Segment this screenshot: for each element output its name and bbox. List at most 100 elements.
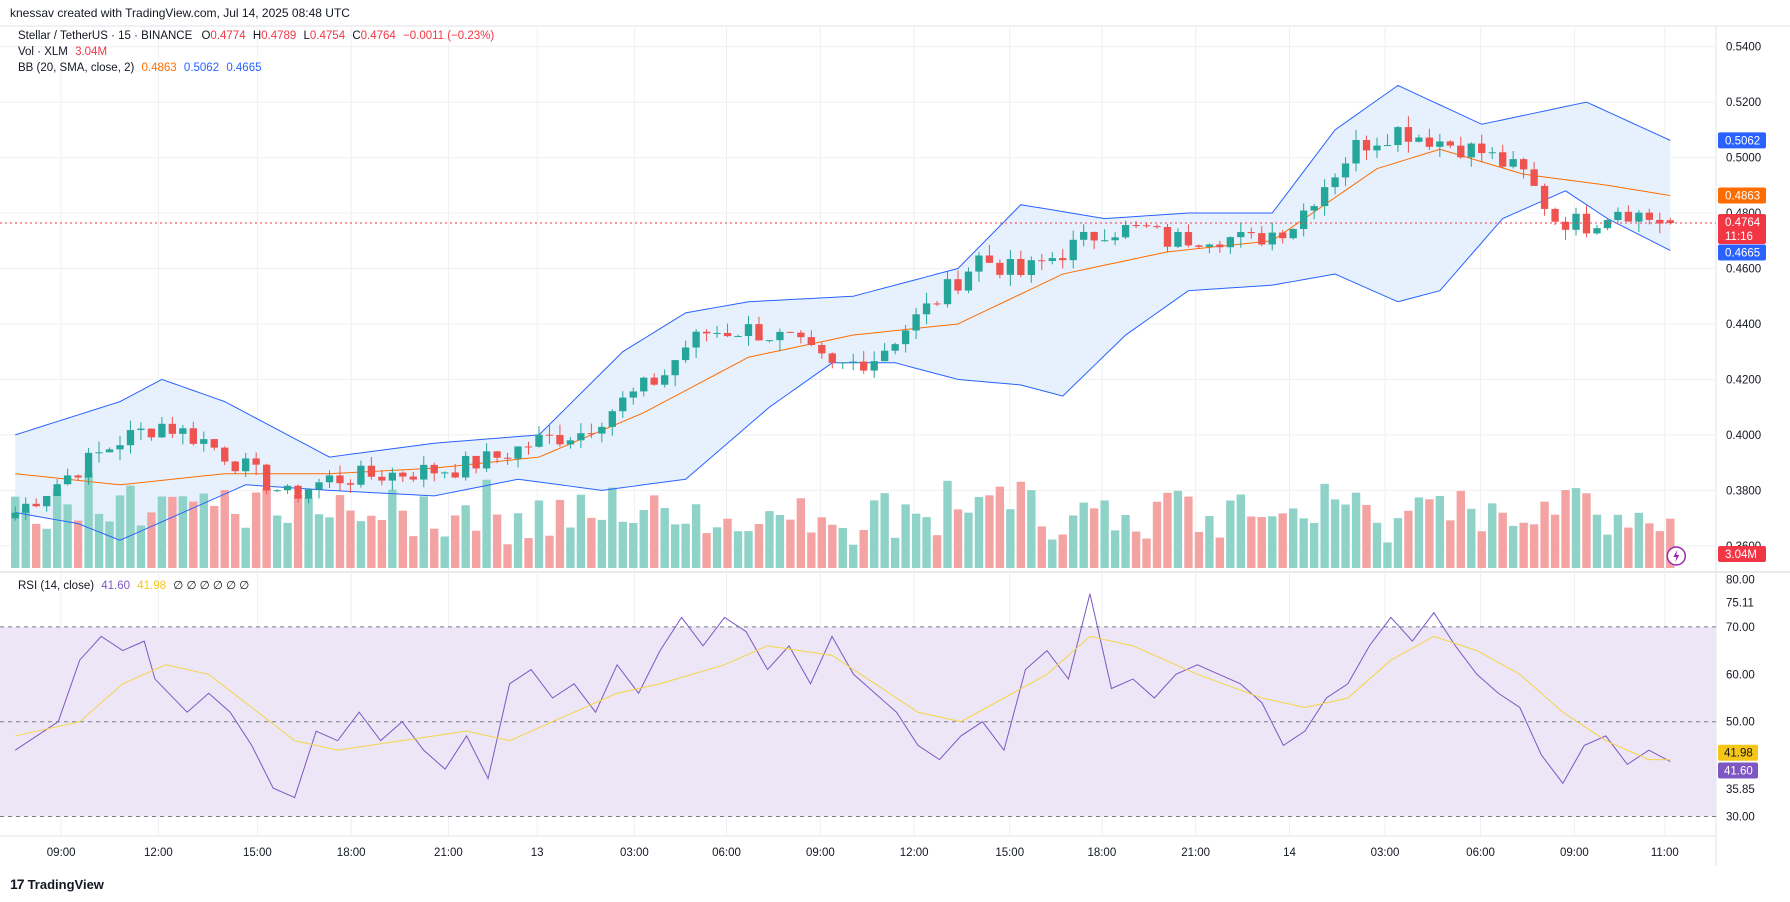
volume-bar <box>744 531 753 568</box>
candle-body <box>137 428 145 431</box>
candle-body <box>577 433 585 441</box>
candle-body <box>1111 237 1119 241</box>
candle-body <box>828 353 836 363</box>
price-tick-label: 0.4400 <box>1726 319 1761 331</box>
candle-body <box>901 330 910 345</box>
volume-bar <box>1163 492 1172 568</box>
time-tick-label: 06:00 <box>1466 847 1495 859</box>
bb-lower-value: 0.4665 <box>226 62 262 74</box>
candle-body <box>1666 220 1674 224</box>
candle-body <box>1425 137 1434 147</box>
volume-bar <box>1467 508 1476 568</box>
volume-bar <box>367 515 376 568</box>
open-label: O <box>201 30 211 42</box>
price-tag <box>1718 546 1766 562</box>
candle-body <box>1467 143 1475 158</box>
volume-bar <box>880 493 889 568</box>
volume-bar <box>1404 510 1413 568</box>
candle-body <box>1373 145 1381 151</box>
time-tick-label: 12:00 <box>900 847 929 859</box>
volume-bar <box>670 524 680 568</box>
volume-bar <box>1309 522 1319 568</box>
price-tick-label: 0.4000 <box>1726 430 1761 442</box>
time-tick-label: 09:00 <box>806 847 835 859</box>
volume-bar <box>314 514 324 568</box>
time-tick-label: 09:00 <box>47 847 76 859</box>
volume-bar <box>189 501 198 568</box>
footer-brand: TradingView <box>27 876 104 892</box>
volume-bar <box>335 495 345 568</box>
volume-bar <box>492 514 502 568</box>
volume-bar <box>283 522 292 568</box>
price-tag-label: 0.4665 <box>1725 247 1760 259</box>
volume-bar <box>1393 518 1403 568</box>
candle-body <box>1561 221 1570 230</box>
tradingview-footer[interactable]: 17 TradingView <box>10 876 104 892</box>
candle-body <box>1153 226 1161 228</box>
candle-body <box>1551 208 1559 222</box>
volume-bar <box>1121 515 1130 568</box>
candle-body <box>1279 232 1287 239</box>
candle-body <box>32 503 40 507</box>
candle-body <box>1614 211 1622 220</box>
volume-bar <box>524 538 533 568</box>
candle-body <box>1582 213 1591 234</box>
volume-bar <box>953 509 963 568</box>
volume-bar <box>639 510 648 568</box>
volume-bars <box>11 472 1675 568</box>
volume-label[interactable]: Vol · XLM <box>18 46 68 58</box>
volume-bar <box>1184 496 1193 568</box>
candle-body <box>640 377 648 392</box>
volume-bar <box>1299 518 1308 568</box>
volume-bar <box>1194 532 1204 568</box>
bb-basis-line <box>15 148 1671 486</box>
volume-bar <box>1372 522 1382 568</box>
rsi-label[interactable]: RSI (14, close) <box>18 580 95 592</box>
candle-body <box>713 332 721 334</box>
candle-body <box>63 475 72 485</box>
candle-body <box>252 458 260 465</box>
candle-body <box>1383 145 1392 147</box>
candle-body <box>608 411 616 427</box>
symbol-legend: Stellar / TetherUS · 15 · BINANCE O0.477… <box>18 30 494 42</box>
bb-label[interactable]: BB (20, SMA, close, 2) <box>18 62 135 74</box>
candle-body <box>210 439 218 448</box>
price-tick-label: 0.5400 <box>1726 42 1761 54</box>
candle-body <box>1572 213 1580 230</box>
candle-body <box>1478 143 1486 154</box>
volume-bar <box>325 517 334 568</box>
time-tick-label: 21:00 <box>1181 847 1210 859</box>
volume-bar <box>869 500 879 568</box>
volume-bar <box>1027 490 1036 568</box>
candle-body <box>1299 210 1308 230</box>
volume-bar <box>419 496 428 568</box>
candle-body <box>514 446 522 459</box>
candle-body <box>1509 159 1517 167</box>
time-tick-label: 03:00 <box>620 847 649 859</box>
volume-bar <box>126 485 135 568</box>
volume-bar <box>974 496 984 568</box>
candle-body <box>681 347 690 361</box>
candle-body <box>409 476 417 480</box>
candle-body <box>964 271 973 291</box>
candle-body <box>273 490 281 492</box>
volume-bar <box>1205 516 1214 568</box>
volume-bar <box>1603 534 1612 568</box>
volume-bar <box>199 493 208 568</box>
volume-bar <box>1383 542 1392 568</box>
candle-body <box>482 451 491 469</box>
volume-bar <box>1508 525 1518 568</box>
symbol-label[interactable]: Stellar / TetherUS · 15 · BINANCE <box>18 30 193 42</box>
volume-bar <box>398 510 408 568</box>
volume-bar <box>1634 512 1644 568</box>
rsi-tick-label: 30.00 <box>1726 812 1755 824</box>
candle-body <box>105 449 114 453</box>
candle-body <box>786 331 795 333</box>
candle-body <box>1268 232 1276 245</box>
candle-body <box>1436 141 1444 147</box>
volume-bar <box>1288 508 1298 568</box>
volume-bar <box>1666 518 1675 568</box>
candle-body <box>891 344 899 351</box>
volume-bar <box>1257 517 1266 568</box>
